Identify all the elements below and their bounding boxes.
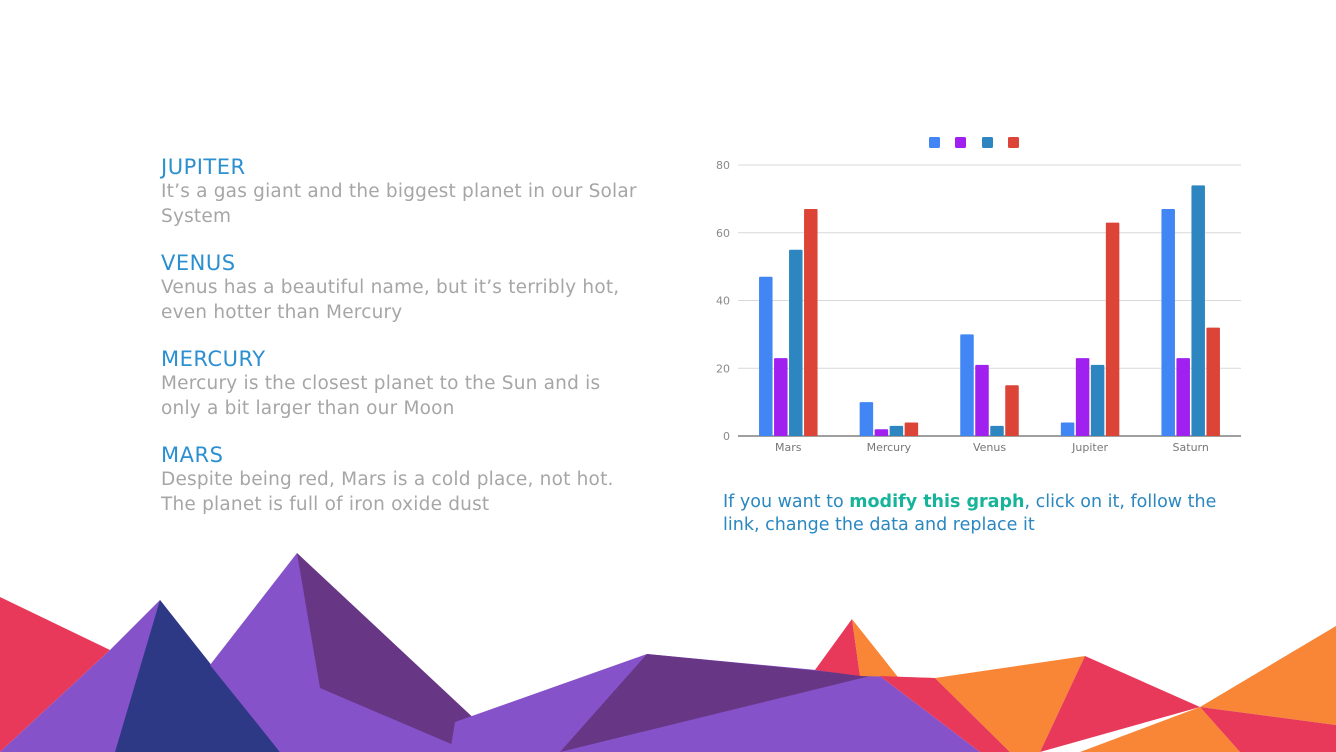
x-tick-label: Jupiter (1071, 441, 1108, 454)
planet-title: MERCURY (161, 347, 266, 371)
legend-swatch[interactable] (982, 137, 993, 148)
bar[interactable] (1161, 209, 1175, 436)
bar[interactable] (1005, 385, 1019, 436)
planet-description: It’s a gas giant and the biggest planet … (161, 181, 637, 227)
planet-description: Mercury is the closest planet to the Sun… (161, 373, 601, 419)
planet-item-mars: MARS Despite being red, Mars is a cold p… (161, 443, 641, 517)
bar-chart[interactable]: 0 20 40 60 80 Mars Mercury Venus Jupiter Saturn (700, 125, 1260, 465)
y-tick-label: 0 (723, 430, 730, 443)
legend-swatch[interactable] (955, 137, 966, 148)
bar[interactable] (975, 364, 989, 436)
bar[interactable] (759, 276, 773, 436)
planet-description: Venus has a beautiful name, but it’s ter… (161, 277, 620, 323)
bar[interactable] (1176, 358, 1190, 436)
bar[interactable] (874, 429, 889, 436)
planet-item-venus: VENUS Venus has a beautiful name, but it… (161, 251, 641, 325)
bar[interactable] (1075, 358, 1090, 436)
planet-title: VENUS (161, 251, 236, 275)
modify-graph-link[interactable]: modify this graph (849, 492, 1025, 512)
bar[interactable] (774, 358, 788, 436)
x-tick-label: Saturn (1173, 441, 1209, 454)
x-tick-label: Venus (973, 441, 1006, 454)
y-tick-label: 60 (716, 227, 730, 240)
legend-swatch[interactable] (1008, 137, 1019, 148)
x-tick-label: Mars (775, 441, 802, 454)
planet-descriptions: JUPITER It’s a gas giant and the biggest… (161, 155, 641, 539)
planet-item-mercury: MERCURY Mercury is the closest planet to… (161, 347, 641, 421)
x-tick-label: Mercury (867, 441, 912, 454)
bar[interactable] (990, 425, 1004, 436)
bar[interactable] (1191, 185, 1205, 436)
modify-graph-note: If you want to modify this graph, click … (723, 491, 1253, 537)
bar[interactable] (1206, 327, 1220, 436)
planet-title: MARS (161, 443, 224, 467)
planet-description: Despite being red, Mars is a cold place,… (161, 469, 614, 515)
bar[interactable] (1090, 364, 1105, 436)
bar[interactable] (904, 422, 919, 436)
note-prefix: If you want to (723, 492, 850, 512)
bar[interactable] (789, 249, 803, 436)
y-tick-label: 80 (716, 159, 730, 172)
bar[interactable] (1105, 222, 1120, 436)
bar[interactable] (859, 402, 874, 436)
y-tick-label: 20 (716, 362, 730, 375)
y-tick-label: 40 (716, 295, 730, 308)
bar[interactable] (889, 425, 904, 436)
bar[interactable] (960, 334, 974, 436)
planet-title: JUPITER (161, 155, 246, 179)
planet-item-jupiter: JUPITER It’s a gas giant and the biggest… (161, 155, 641, 229)
bar[interactable] (804, 209, 818, 436)
note-suffix: , click on it, follow the link, change t… (723, 492, 1217, 535)
legend-swatch[interactable] (929, 137, 940, 148)
bar[interactable] (1060, 422, 1075, 436)
decorative-mountains (0, 553, 1336, 752)
